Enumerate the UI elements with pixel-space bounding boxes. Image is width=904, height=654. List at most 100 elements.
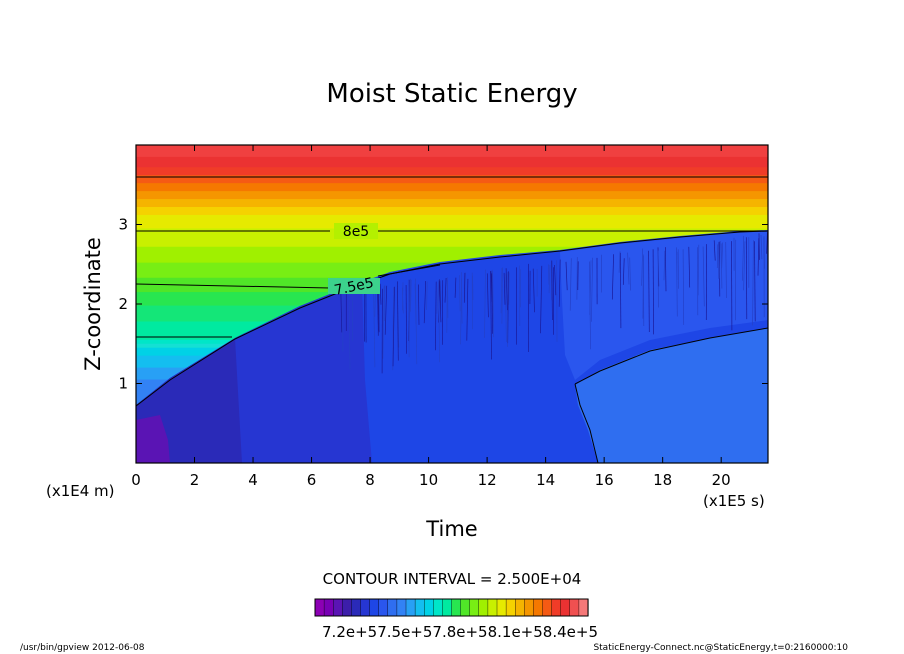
convective-spike bbox=[405, 284, 407, 354]
footer-left: /usr/bin/gpview 2012-06-08 bbox=[20, 643, 145, 653]
convective-spike bbox=[569, 258, 572, 311]
footer-right: StaticEnergy-Connect.nc@StaticEnergy,t=0… bbox=[593, 643, 848, 653]
convective-spike bbox=[763, 237, 765, 269]
convective-spike bbox=[384, 285, 388, 335]
convective-spike bbox=[500, 267, 503, 314]
x-tick-label: 8 bbox=[365, 471, 375, 489]
colorbar-swatch bbox=[433, 598, 443, 617]
convective-spike bbox=[438, 280, 441, 363]
convective-spike bbox=[484, 269, 486, 338]
contour-label-bg-8e5 bbox=[334, 223, 378, 239]
convective-spike bbox=[663, 250, 666, 281]
convective-spike bbox=[410, 279, 412, 312]
contour-lines bbox=[136, 176, 768, 463]
colorbar-frame bbox=[314, 598, 589, 617]
y-tick-label: 3 bbox=[118, 216, 128, 234]
colorbar-swatch bbox=[569, 598, 580, 617]
x-tick-label: 6 bbox=[307, 471, 317, 489]
convective-spike bbox=[754, 241, 756, 322]
convective-spike bbox=[348, 291, 351, 370]
convective-spike bbox=[745, 237, 748, 320]
colorbar-swatch bbox=[478, 598, 489, 617]
convective-spike bbox=[503, 272, 506, 305]
colorbar-swatch bbox=[515, 598, 525, 617]
colorbar-swatch bbox=[505, 598, 516, 617]
convective-spike bbox=[466, 278, 469, 341]
colorbar-swatch bbox=[378, 598, 389, 617]
colorbar-swatch bbox=[342, 598, 352, 617]
x-tick-label: 4 bbox=[248, 471, 258, 489]
y-tick-label: 1 bbox=[118, 375, 128, 393]
colorbar-swatch bbox=[333, 598, 343, 617]
convective-spike bbox=[397, 281, 399, 361]
convective-spike bbox=[652, 249, 654, 335]
colorbar-swatch bbox=[414, 598, 425, 617]
convective-spike bbox=[540, 265, 543, 334]
colorbar-swatch bbox=[360, 598, 371, 617]
x-tick-label: 20 bbox=[712, 471, 731, 489]
convective-spike bbox=[558, 259, 561, 307]
convective-spike bbox=[504, 273, 507, 343]
x-tick-label: 16 bbox=[595, 471, 614, 489]
colorbar-swatch bbox=[451, 598, 462, 617]
colorbar-swatch bbox=[524, 598, 534, 617]
convective-spike bbox=[713, 240, 716, 261]
convective-spike bbox=[392, 286, 395, 367]
convective-spike bbox=[642, 254, 645, 327]
colorbar-swatch bbox=[396, 598, 407, 617]
convective-spike bbox=[454, 277, 457, 298]
colorbar-swatch bbox=[387, 598, 398, 617]
colorbar-swatch bbox=[369, 598, 380, 617]
x-tick-label: 12 bbox=[478, 471, 497, 489]
convective-spike bbox=[501, 267, 504, 324]
plot-area bbox=[136, 145, 768, 463]
x-tick-label: 10 bbox=[419, 471, 438, 489]
pool-contour bbox=[574, 327, 768, 463]
colorbar-swatch bbox=[323, 598, 334, 617]
convective-spike bbox=[551, 260, 553, 321]
convective-spike bbox=[446, 277, 448, 333]
x-tick-label: 2 bbox=[190, 471, 200, 489]
colorbar-swatch bbox=[405, 598, 416, 617]
colorbar-swatch bbox=[351, 598, 362, 617]
x-axis-ticks: 0 2 4 6 8 10 12 14 16 18 20 bbox=[131, 145, 731, 489]
boundary-contour bbox=[136, 230, 768, 407]
convective-spike bbox=[665, 247, 667, 292]
colorbar-swatch bbox=[542, 598, 553, 617]
x-axis-label: Time bbox=[425, 517, 477, 541]
convective-spike bbox=[461, 272, 463, 324]
convective-spike bbox=[648, 250, 650, 333]
convective-spike bbox=[459, 275, 461, 312]
convective-spike bbox=[565, 261, 568, 291]
contour-label-bg-7-5e5 bbox=[328, 278, 380, 294]
colorbar-swatch bbox=[560, 598, 571, 617]
colorbar-swatch bbox=[460, 598, 471, 617]
contour-interval-text: CONTOUR INTERVAL = 2.500E+04 bbox=[323, 570, 582, 588]
colorbar-swatch bbox=[442, 598, 453, 617]
convective-spike bbox=[622, 258, 625, 285]
convective-spike bbox=[408, 278, 411, 343]
convective-spike bbox=[340, 290, 343, 333]
convective-spike bbox=[418, 284, 420, 325]
mixed-layer-dark-core bbox=[235, 282, 372, 463]
convective-spike bbox=[589, 261, 591, 350]
convective-spike bbox=[752, 240, 754, 326]
convective-spike bbox=[423, 280, 427, 324]
convective-spike bbox=[619, 252, 622, 329]
convective-spike bbox=[641, 248, 644, 286]
y-tick-label: 2 bbox=[118, 295, 128, 313]
convective-spike bbox=[382, 285, 385, 359]
convective-spike bbox=[532, 268, 535, 313]
convective-spike bbox=[682, 249, 685, 325]
colorbar-swatch bbox=[487, 598, 498, 617]
colorbar-swatch bbox=[424, 598, 434, 617]
colorbar-swatch bbox=[551, 598, 562, 617]
colorbar-swatch bbox=[496, 598, 507, 617]
colorbar bbox=[314, 598, 589, 617]
convective-spike bbox=[743, 241, 746, 291]
convective-spike bbox=[629, 257, 631, 291]
convective-spike bbox=[720, 243, 723, 289]
convective-spike bbox=[463, 272, 466, 303]
convective-spike bbox=[760, 234, 763, 260]
